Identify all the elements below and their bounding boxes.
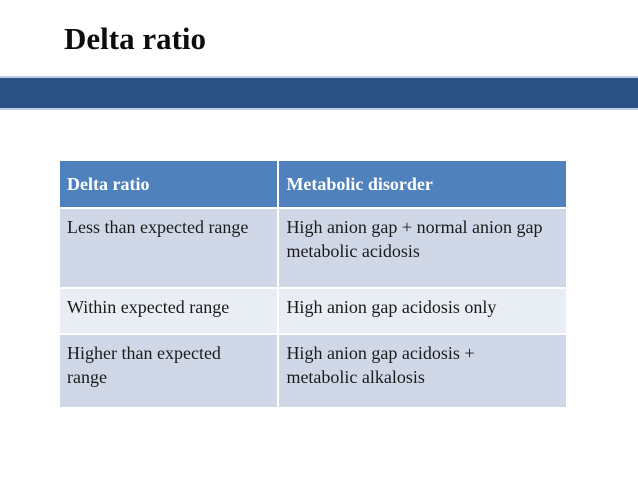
header-cell-delta-ratio: Delta ratio	[60, 161, 278, 207]
table-header-row: Delta ratio Metabolic disorder	[60, 161, 566, 207]
header-cell-metabolic-disorder: Metabolic disorder	[279, 161, 566, 207]
cell-delta-ratio-2: Within expected range	[60, 289, 278, 333]
delta-ratio-table: Delta ratio Metabolic disorder Less than…	[58, 159, 568, 409]
title-divider-band	[0, 76, 638, 110]
cell-metabolic-disorder-2: High anion gap acidosis only	[279, 289, 566, 333]
cell-metabolic-disorder-1: High anion gap + normal anion gap metabo…	[279, 209, 566, 287]
slide-title: Delta ratio	[64, 21, 207, 56]
table-row-less-than: Less than expected range High anion gap …	[60, 209, 566, 287]
cell-delta-ratio-3: Higher than expected range	[60, 335, 278, 407]
cell-metabolic-disorder-3: High anion gap acidosis + metabolic alka…	[279, 335, 566, 407]
cell-delta-ratio-1: Less than expected range	[60, 209, 278, 287]
table-row-higher-than: Higher than expected range High anion ga…	[60, 335, 566, 407]
table-row-within: Within expected range High anion gap aci…	[60, 289, 566, 333]
